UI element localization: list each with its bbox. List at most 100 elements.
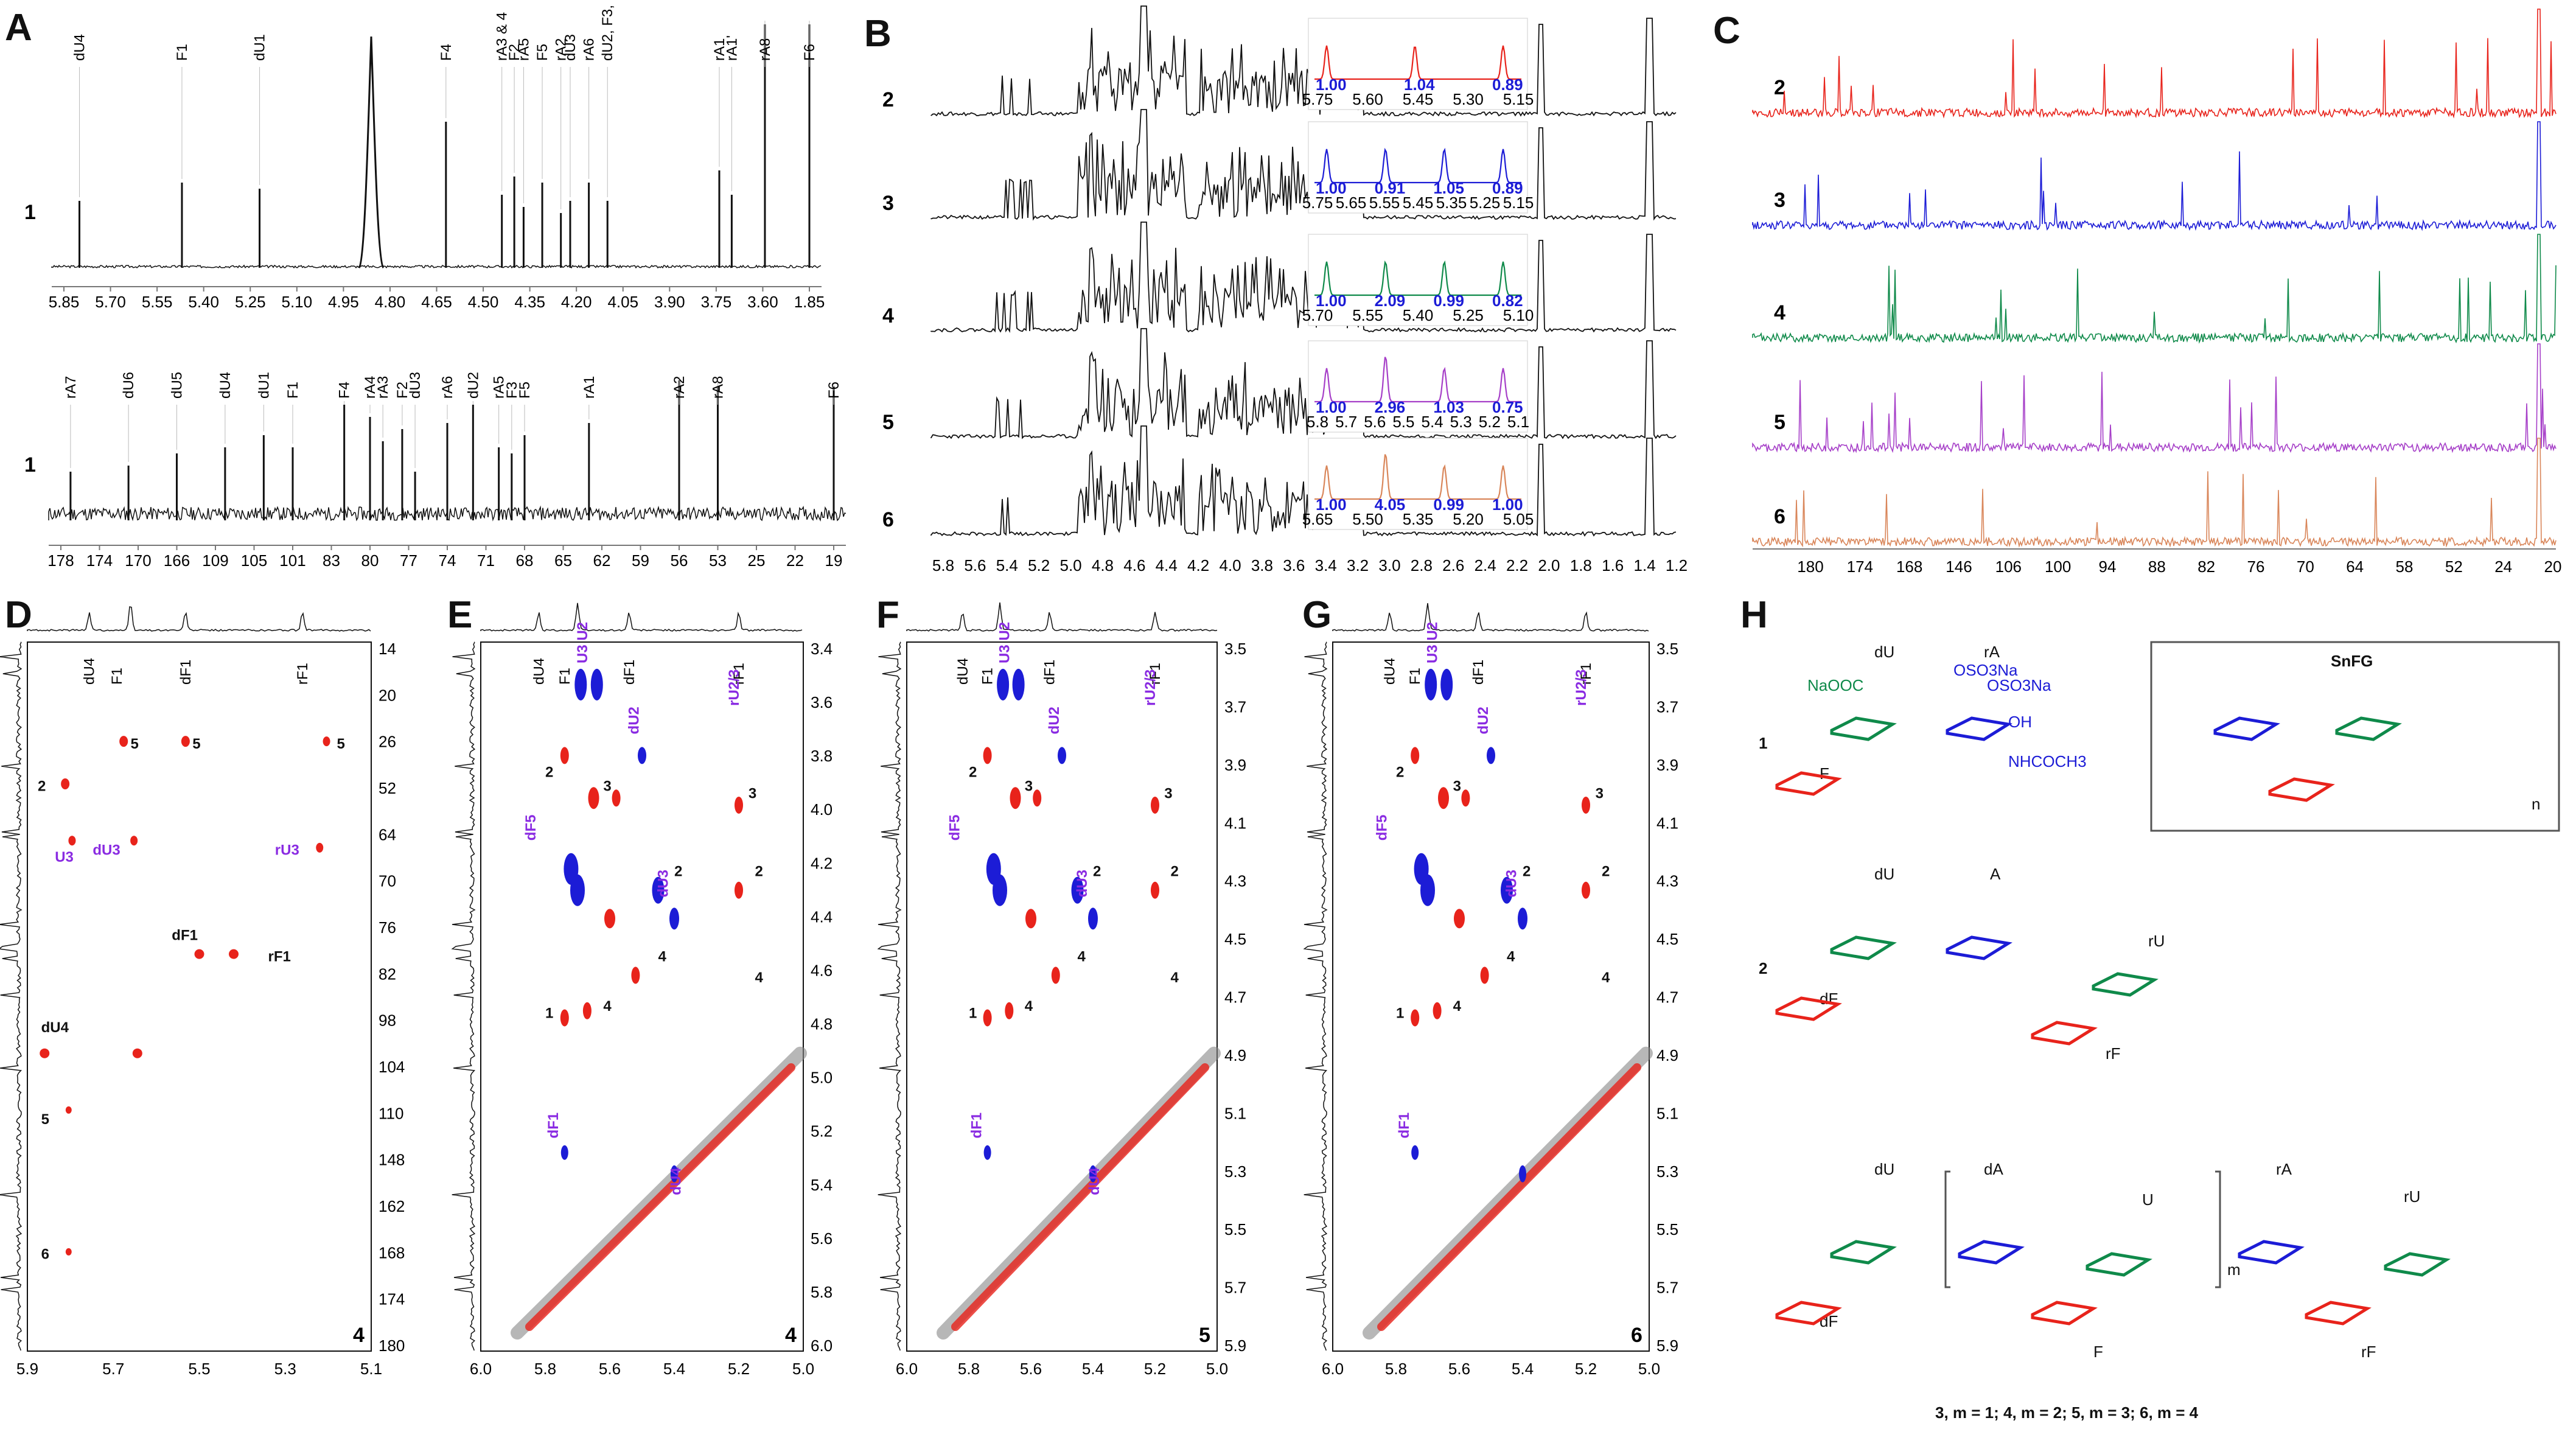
g-x-tick: 5.4 [1512, 1360, 1534, 1378]
h-snfg-n: n [2532, 795, 2540, 813]
c-x-tick: 70 [2297, 557, 2314, 576]
b-series-label: 6 [882, 508, 894, 531]
e-peak-label: 1 [545, 1005, 553, 1021]
f-y-tick: 5.7 [1224, 1279, 1246, 1297]
a-1h-peak-label: F1 [174, 44, 190, 61]
g-crosspeak [1519, 1165, 1526, 1183]
a-13c-tick: 25 [748, 551, 766, 570]
f-top-label: F1 [980, 668, 996, 685]
e-peak-label: dU3 [655, 870, 671, 897]
h-snfg-ring-blue [2213, 716, 2280, 741]
b-inset-integral: 0.99 [1433, 495, 1464, 514]
b-x-tick: 1.8 [1570, 556, 1592, 575]
d-top-label: dU4 [82, 658, 98, 685]
a-1h-tick: 1.85 [794, 293, 825, 311]
e-x-tick: 5.8 [534, 1360, 556, 1378]
d-crosspeak [40, 1048, 50, 1058]
e-peak-label: U3 U2 [574, 622, 591, 663]
h-s1-unit-du: dU [1874, 643, 1894, 661]
f-top-label: rF1 [1147, 663, 1164, 685]
b-x-tick: 4.6 [1123, 556, 1145, 575]
f-crosspeak [993, 874, 1007, 906]
d-crosspeak [323, 736, 330, 747]
f-crosspeak [983, 1145, 991, 1160]
a-13c-peak-label: F4 [337, 382, 353, 399]
d-top-label: rF1 [295, 663, 311, 685]
d-peak-label: dU3 [92, 842, 120, 859]
b-inset-tick: 5.5 [1392, 413, 1414, 431]
g-x-tick: 5.0 [1638, 1360, 1660, 1378]
b-inset-tick: 5.25 [1470, 194, 1501, 212]
b-series-label: 5 [882, 411, 894, 434]
a-13c-tick: 19 [825, 551, 843, 570]
h-s3-ring-df [1775, 1301, 1842, 1326]
a-13c-peak-label: rA1 [581, 376, 598, 399]
c-series-label: 3 [1774, 189, 1785, 212]
f-top-label: dF1 [1042, 660, 1058, 685]
f-peak-label: 3 [1164, 785, 1172, 802]
e-sample: 4 [785, 1324, 797, 1347]
h-s1-oso3na: OSO3Na [1953, 661, 2018, 679]
g-crosspeak [1433, 1002, 1442, 1019]
a-13c-peak-label: rA4 [362, 376, 379, 399]
a-1h-series-label: 1 [24, 201, 36, 224]
c-series-label: 4 [1774, 301, 1785, 324]
b-inset-frame [1308, 121, 1528, 214]
g-y-tick: 3.7 [1656, 697, 1678, 716]
b-inset-integral: 0.99 [1433, 292, 1464, 310]
g-peak-label: 2 [1396, 764, 1404, 780]
g-top-label: dF1 [1470, 660, 1487, 685]
e-top-label: dF1 [621, 660, 638, 685]
c-spectrum-trace [1752, 121, 2557, 231]
d-peak-label: rU3 [275, 842, 299, 859]
g-crosspeak [1582, 881, 1590, 899]
c-series-label: 5 [1774, 411, 1785, 434]
g-y-tick: 5.7 [1656, 1279, 1678, 1297]
h-s2-ring-rf [2031, 1021, 2098, 1046]
b-x-tick: 4.8 [1092, 556, 1114, 575]
h-s1-number: 1 [1759, 734, 1767, 752]
b-inset-tick: 5.40 [1403, 306, 1434, 324]
h-s2-unit-rf: rF [2106, 1044, 2121, 1063]
e-crosspeak [604, 909, 615, 929]
h-s3-unit-da: dA [1984, 1160, 2003, 1178]
panel-label-c: C [1713, 10, 1740, 52]
b-inset-tick: 5.4 [1421, 413, 1443, 431]
g-peak-label: 4 [1507, 948, 1515, 965]
b-series-label: 4 [882, 304, 894, 327]
c-spectrum-trace [1752, 343, 2557, 453]
d-peak-label: 5 [192, 736, 200, 752]
e-crosspeak [560, 1145, 568, 1160]
f-peak-label: dU3 [1074, 870, 1091, 897]
b-inset-tick: 5.3 [1450, 413, 1472, 431]
e-frame [480, 641, 804, 1352]
d-top-projection [27, 606, 371, 632]
f-crosspeak [983, 1009, 992, 1027]
d-crosspeak [65, 1106, 72, 1114]
a-13c-tick: 83 [323, 551, 340, 570]
e-crosspeak [590, 668, 603, 701]
b-x-tick: 5.8 [932, 556, 954, 575]
g-x-tick: 5.2 [1575, 1360, 1597, 1378]
a-1h-tick: 3.75 [701, 293, 732, 311]
c-x-tick: 52 [2445, 557, 2463, 576]
b-inset-tick: 5.55 [1352, 306, 1383, 324]
b-inset-tick: 5.7 [1335, 413, 1357, 431]
b-inset-trace [1314, 45, 1521, 80]
g-peak-label: 4 [1602, 970, 1610, 986]
b-x-tick: 3.4 [1315, 556, 1337, 575]
b-x-tick: 5.0 [1059, 556, 1081, 575]
g-crosspeak [1411, 747, 1420, 764]
e-y-tick: 5.4 [811, 1176, 832, 1194]
h-s3-unit-du: dU [1874, 1160, 1894, 1178]
h-s1-naooc: NaOOC [1807, 676, 1863, 694]
g-y-tick: 4.7 [1656, 988, 1678, 1007]
g-crosspeak [1487, 747, 1495, 764]
c-x-tick: 58 [2396, 557, 2414, 576]
f-crosspeak [1033, 789, 1042, 807]
b-x-tick: 2.8 [1411, 556, 1433, 575]
d-crosspeak [130, 836, 138, 846]
h-s3-ring-ra [2238, 1240, 2305, 1265]
f-x-tick: 5.4 [1082, 1360, 1104, 1378]
b-inset-integral: 1.00 [1316, 292, 1347, 310]
